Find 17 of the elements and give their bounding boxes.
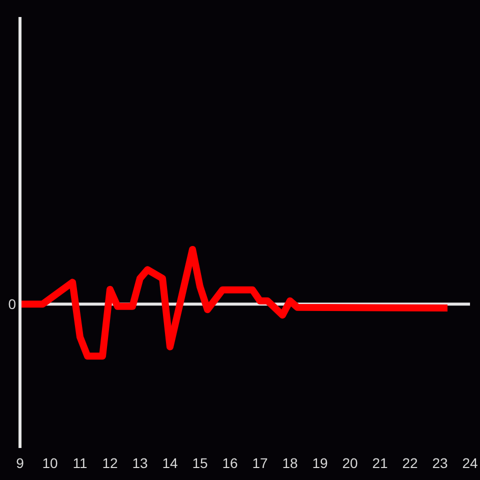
x-tick-label: 14 [162,454,178,471]
x-tick-label: 9 [16,454,24,471]
x-tick-label: 18 [282,454,298,471]
x-tick-label: 24 [462,454,478,471]
ref-line-label: 0 [8,296,16,312]
x-tick-label: 12 [102,454,118,471]
x-tick-label: 21 [372,454,388,471]
x-tick-label: 11 [72,454,88,471]
x-tick-label: 23 [432,454,448,471]
x-tick-label: 19 [312,454,328,471]
x-tick-label: 16 [222,454,238,471]
x-tick-label: 17 [252,454,268,471]
x-tick-label: 13 [132,454,148,471]
x-tick-label: 15 [192,454,208,471]
x-tick-label: 10 [42,454,58,471]
x-tick-label: 22 [402,454,418,471]
x-tick-label: 20 [342,454,358,471]
